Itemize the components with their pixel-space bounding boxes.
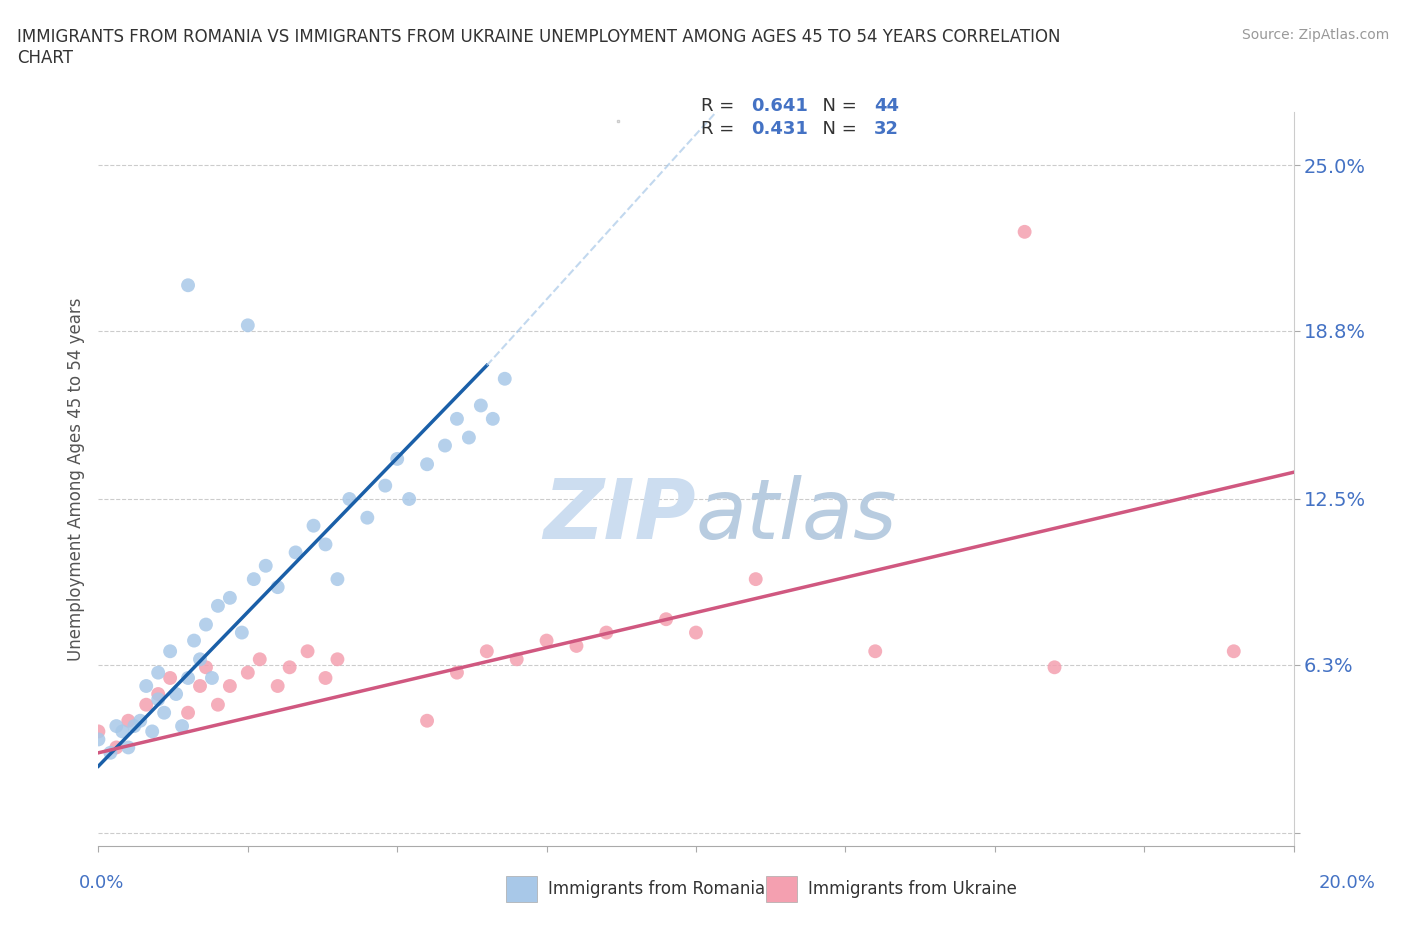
Point [356,511,378,525]
Point [315,671,337,685]
Point [339,492,361,507]
Point [124,719,146,734]
Point [177,278,200,293]
Point [326,572,349,587]
Point [159,671,181,685]
Point [105,740,128,755]
Point [416,713,439,728]
Y-axis label: Unemployment Among Ages 45 to 54 years: Unemployment Among Ages 45 to 54 years [66,298,84,660]
Point [117,713,139,728]
Point [236,665,259,680]
Point [165,686,187,701]
Point [536,633,558,648]
Point [267,579,290,594]
Point [195,618,218,632]
Point [374,478,396,493]
Point [267,679,290,694]
Point [177,705,200,720]
Point [475,644,498,658]
Text: 0.431: 0.431 [751,120,808,138]
Text: Source: ZipAtlas.com: Source: ZipAtlas.com [1241,28,1389,42]
Point [172,719,194,734]
Text: 0.641: 0.641 [751,97,808,114]
Point [745,572,768,587]
Point [446,411,468,426]
Point [446,665,468,680]
Point [195,660,218,675]
Text: N =: N = [811,120,862,138]
Text: 20.0%: 20.0% [1319,874,1375,892]
Point [595,625,617,640]
Text: Immigrants from Ukraine: Immigrants from Ukraine [808,880,1018,898]
Point [284,545,307,560]
Point [416,457,439,472]
Point [183,633,205,648]
Legend:  [617,120,620,122]
Point [655,612,678,627]
Point [326,652,349,667]
Point [434,438,457,453]
Point [105,719,128,734]
Text: IMMIGRANTS FROM ROMANIA VS IMMIGRANTS FROM UKRAINE UNEMPLOYMENT AMONG AGES 45 TO: IMMIGRANTS FROM ROMANIA VS IMMIGRANTS FR… [17,28,1060,67]
Text: R =: R = [700,97,740,114]
Point [159,644,181,658]
Point [565,639,588,654]
Point [141,724,163,738]
Point [188,679,211,694]
Point [1014,224,1036,239]
Point [315,537,337,551]
Point [98,745,122,760]
Text: N =: N = [811,97,862,114]
Point [243,572,266,587]
Point [482,411,505,426]
Text: ZIP: ZIP [543,475,696,556]
Text: atlas: atlas [696,475,897,556]
Point [297,644,319,658]
Point [148,665,170,680]
Point [254,558,277,573]
Point [188,652,211,667]
Point [177,671,200,685]
Point [201,671,224,685]
Point [148,686,170,701]
Point [129,713,152,728]
Point [398,492,420,507]
Text: 44: 44 [875,97,898,114]
Point [470,398,492,413]
Point [278,660,301,675]
Point [207,598,229,613]
Point [685,625,707,640]
Point [207,698,229,712]
Point [506,652,529,667]
Point [249,652,271,667]
Text: 0.0%: 0.0% [79,874,124,892]
Point [153,705,176,720]
Text: R =: R = [700,120,740,138]
Point [148,692,170,707]
Point [1223,644,1246,658]
Point [117,740,139,755]
Point [1043,660,1066,675]
Text: 32: 32 [875,120,898,138]
Point [111,724,134,738]
Point [87,724,110,738]
Point [135,698,157,712]
Point [135,679,157,694]
Point [231,625,253,640]
Point [236,318,259,333]
Point [458,430,481,445]
Point [87,732,110,747]
Point [302,518,325,533]
Point [385,451,409,466]
Point [219,591,242,605]
Point [219,679,242,694]
Point [865,644,887,658]
Point [494,371,516,386]
Text: Immigrants from Romania: Immigrants from Romania [548,880,765,898]
